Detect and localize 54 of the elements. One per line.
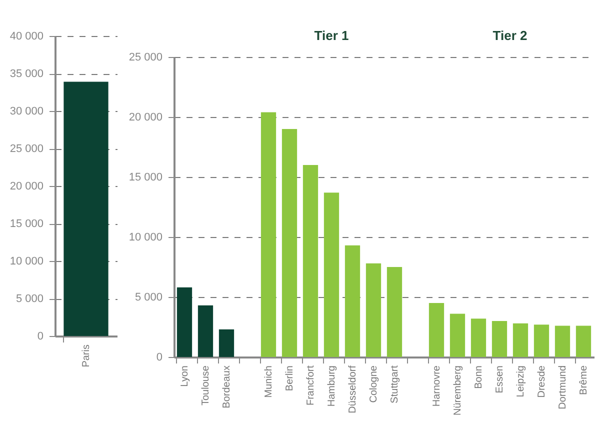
bar (366, 263, 382, 357)
bar (512, 323, 528, 357)
x-tick-label: Essen (494, 366, 506, 394)
bar (282, 129, 298, 357)
bar (302, 165, 318, 357)
y-tick-label: 0 (156, 352, 162, 364)
x-tick-label: Düsseldorf (348, 365, 358, 414)
x-tick-label: Dortmund (558, 366, 568, 410)
text: Tier 1 (314, 28, 349, 43)
y-tick-label: 15 000 (128, 172, 162, 184)
x-tick-label: Toulouse (200, 365, 212, 406)
bar (450, 314, 466, 357)
y-tick-label: 20 000 (10, 180, 44, 192)
y-tick-label: 25 000 (128, 52, 162, 64)
x-tick-label: Bonn (474, 366, 484, 389)
x-tick-label: Brême (578, 365, 590, 395)
y-tick-label: 35 000 (10, 68, 44, 80)
x-tick-label: Munich (264, 366, 274, 398)
y-tick-label: 5 000 (16, 293, 44, 305)
bar (324, 192, 340, 357)
x-tick-label: Harnovre (432, 365, 442, 407)
bar (386, 267, 402, 357)
y-tick-label: 10 000 (128, 232, 162, 244)
x-tick-label: Lyon (180, 366, 190, 387)
x-tick-label: Bordeaux (222, 366, 232, 408)
x-tick-label: Hamburg (326, 366, 338, 407)
bar (470, 318, 486, 357)
x-tick-label: Cologne (368, 365, 380, 403)
bar (176, 287, 192, 357)
y-tick-label: 15 000 (10, 218, 44, 230)
x-tick-label: Dresde (536, 365, 548, 398)
bar (534, 324, 550, 357)
y-tick-label: 30 000 (10, 106, 44, 118)
bar (554, 326, 570, 357)
y-tick-label: 25 000 (10, 143, 44, 155)
bar (492, 321, 508, 357)
bar (218, 329, 234, 357)
text: Tier 2 (492, 28, 528, 43)
bar (344, 245, 360, 357)
y-tick-label: 40 000 (10, 30, 44, 42)
y-tick-label: 10 000 (10, 256, 44, 268)
x-tick-label: Berlin (284, 366, 296, 392)
y-tick-label: 0 (37, 330, 44, 342)
x-tick-label: Leipzig (516, 366, 526, 398)
y-tick-label: 20 000 (128, 112, 162, 124)
bar (198, 305, 214, 357)
x-tick-label: Stuttgart (390, 365, 400, 404)
bar (428, 303, 444, 357)
bar (576, 326, 592, 357)
bar (260, 112, 276, 357)
x-tick-label: Francfort (306, 365, 316, 406)
y-tick-label: 5 000 (134, 292, 162, 304)
x-tick-label: Nüremberg (452, 366, 464, 416)
x-tick-label: Paris (81, 344, 92, 368)
